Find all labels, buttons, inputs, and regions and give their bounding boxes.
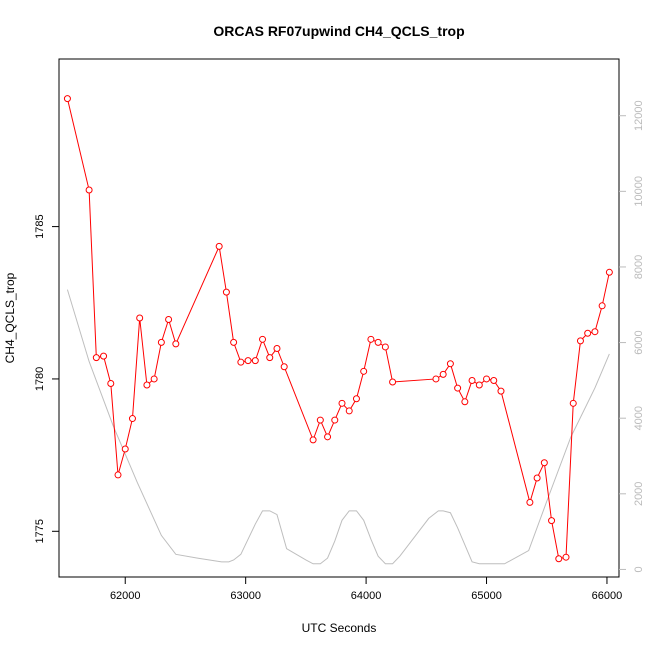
ch4-point [468,376,476,384]
ch4-point [439,370,447,378]
ch4-point [584,329,592,337]
ch4-point [533,474,541,482]
y-tick-label: 1780 [34,367,46,391]
ch4-point [157,338,165,346]
y2-tick-label: 10000 [633,176,645,207]
x-tick-label: 62000 [110,590,141,602]
ch4-point [316,416,324,424]
ch4-point [483,375,491,383]
ch4-point [381,343,389,351]
ch4-line [66,98,610,560]
ch4-point [230,338,238,346]
ch4-point [446,360,454,368]
plot-frame [58,58,620,578]
ch4-point [360,367,368,375]
ch4-point [461,398,469,406]
ch4-point [215,242,223,250]
ch4-point [92,354,100,362]
ch4-point [273,344,281,352]
x-tick-label: 63000 [230,590,261,602]
y-axis-right: 0 2000 4000 6000 8000 10000 12000 [619,100,645,573]
y-axis-label: CH4_QCLS_trop [3,272,17,363]
x-tick-label: 65000 [471,590,502,602]
ch4-point [136,314,144,322]
ch4-point [280,363,288,371]
x-tick-label: 64000 [351,590,382,602]
ch4-point [454,384,462,392]
ch4-point [107,380,115,388]
x-axis-label: UTC Seconds [302,621,377,635]
y-tick-label: 1775 [34,519,46,543]
ch4-point [100,352,108,360]
ch4-point [569,399,577,407]
ch4-point [266,354,274,362]
x-axis: 62000 63000 64000 65000 66000 [110,577,622,602]
y-axis-left: 1775 1780 1785 [34,214,59,544]
ch4-point [143,381,151,389]
ch4-point [259,335,267,343]
ch4-point [128,415,136,423]
ch4-series [63,95,613,563]
ch4-point [121,445,129,453]
ch4-point [374,338,382,346]
ch4-point [114,471,122,479]
ch4-point [309,436,317,444]
ch4-point [490,376,498,384]
ch4-point [526,498,534,506]
ch4-point [324,433,332,441]
ch4-point [475,381,483,389]
y2-tick-label: 2000 [633,482,645,506]
y2-tick-label: 12000 [633,100,645,131]
y2-tick-label: 0 [633,566,645,572]
ch4-point [338,399,346,407]
ch4-point [540,459,548,467]
ch4-point [63,95,71,103]
ch4-point [172,340,180,348]
chart-title: ORCAS RF07upwind CH4_QCLS_trop [213,23,464,39]
ch4-point [244,357,252,365]
y2-tick-label: 6000 [633,330,645,354]
ch4-point [251,357,259,365]
altitude-series [66,289,610,565]
y2-tick-label: 8000 [633,255,645,279]
ch4-point [237,358,245,366]
ch4-point [345,407,353,415]
ch4-point [432,375,440,383]
ch4-point [548,517,556,525]
ch4-point [576,337,584,345]
ch4-point [367,335,375,343]
ch4-point [605,268,613,276]
x-tick-label: 66000 [592,590,623,602]
ch4-point [331,416,339,424]
ch4-point [591,328,599,336]
ch4-point [598,302,606,310]
y-tick-label: 1785 [34,214,46,238]
altitude-line [66,289,610,565]
ch4-point [222,288,230,296]
ch4-point [389,378,397,386]
ch4-point [497,387,505,395]
ch4-point [352,395,360,403]
y2-tick-label: 4000 [633,406,645,430]
ch4-point [85,186,93,194]
ch4-point [150,375,158,383]
ch4-point [555,555,563,563]
ch4-point [562,553,570,561]
ch4-point [165,316,173,324]
